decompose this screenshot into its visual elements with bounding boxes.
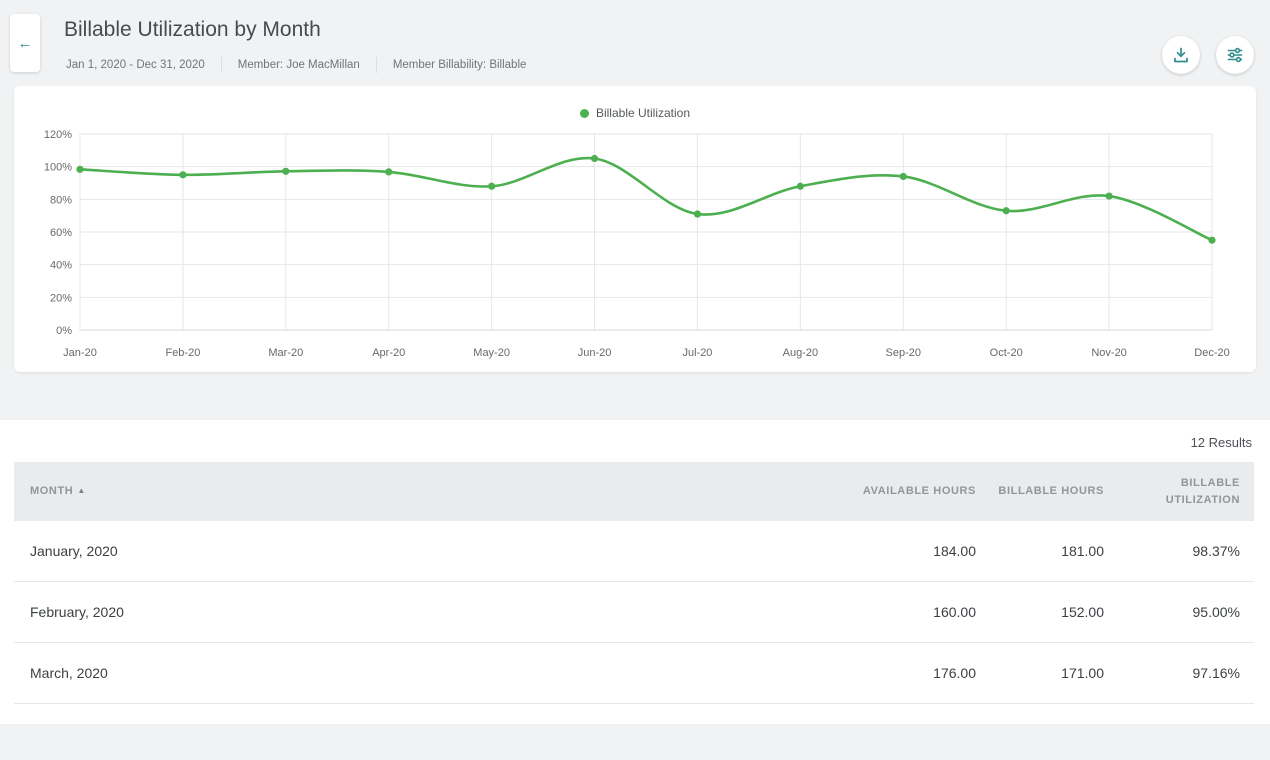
back-arrow-icon: ← bbox=[17, 34, 33, 52]
svg-text:Sep-20: Sep-20 bbox=[886, 347, 921, 359]
utilization-line-chart: 0% 20% 40% 60% 80% 100% 120% Jan-20 Feb-20 Mar-20… bbox=[44, 129, 1230, 359]
svg-text:Jul-20: Jul-20 bbox=[682, 347, 712, 359]
sort-asc-icon: ▲ bbox=[77, 486, 86, 496]
billable-hours-cell: 171.00 bbox=[976, 642, 1104, 704]
column-header-month[interactable]: Month ▲ bbox=[14, 462, 806, 521]
filter-bar: Jan 1, 2020 - Dec 31, 2020 Member: Joe M… bbox=[64, 57, 542, 73]
filter-member: Member: Joe MacMillan bbox=[222, 57, 377, 73]
svg-text:Apr-20: Apr-20 bbox=[372, 347, 405, 359]
results-table: Month ▲ Available Hours Billable Hours Bi… bbox=[14, 462, 1254, 704]
svg-text:Aug-20: Aug-20 bbox=[783, 347, 818, 359]
svg-text:40%: 40% bbox=[50, 260, 72, 272]
table-row: January, 2020 184.00 181.00 98.37% bbox=[14, 521, 1254, 582]
top-bar: ← Billable Utilization by Month Jan 1, 2… bbox=[0, 0, 1270, 74]
available-hours-cell: 184.00 bbox=[806, 521, 976, 582]
svg-text:Oct-20: Oct-20 bbox=[990, 347, 1023, 359]
filter-date-range: Jan 1, 2020 - Dec 31, 2020 bbox=[64, 57, 222, 73]
table-row: February, 2020 160.00 152.00 95.00% bbox=[14, 581, 1254, 643]
results-count: 12 Results bbox=[1190, 435, 1252, 450]
results-section: 12 Results Month ▲ Available Hours Billab… bbox=[0, 420, 1270, 724]
svg-text:120%: 120% bbox=[44, 129, 72, 141]
svg-text:Dec-20: Dec-20 bbox=[1194, 347, 1229, 359]
legend-dot-icon bbox=[579, 108, 589, 118]
svg-text:Jan-20: Jan-20 bbox=[63, 347, 97, 359]
legend-label: Billable Utilization bbox=[595, 106, 691, 120]
column-header-available-hours[interactable]: Available Hours bbox=[806, 462, 976, 521]
filter-billability: Member Billability: Billable bbox=[392, 59, 527, 71]
billable-hours-cell: 152.00 bbox=[976, 581, 1104, 643]
table-header-row: Month ▲ Available Hours Billable Hours Bi… bbox=[14, 462, 1254, 521]
billable-hours-cell: 181.00 bbox=[976, 521, 1104, 582]
utilization-cell: 98.37% bbox=[1104, 521, 1254, 582]
chart-legend: Billable Utilization bbox=[28, 106, 1242, 120]
month-cell: January, 2020 bbox=[14, 521, 806, 582]
svg-text:Nov-20: Nov-20 bbox=[1091, 347, 1126, 359]
svg-text:0%: 0% bbox=[56, 325, 72, 337]
svg-text:20%: 20% bbox=[50, 292, 72, 304]
column-header-billable-hours[interactable]: Billable Hours bbox=[976, 462, 1104, 521]
back-button[interactable]: ← bbox=[10, 14, 40, 72]
available-hours-cell: 160.00 bbox=[806, 581, 976, 643]
svg-text:Mar-20: Mar-20 bbox=[268, 347, 303, 359]
svg-text:Jun-20: Jun-20 bbox=[578, 347, 612, 359]
month-cell: March, 2020 bbox=[14, 642, 806, 704]
svg-text:60%: 60% bbox=[50, 227, 72, 239]
page-title: Billable Utilization by Month bbox=[64, 18, 321, 41]
results-table-body: January, 2020 184.00 181.00 98.37% February,… bbox=[14, 521, 1254, 704]
filter-settings-button[interactable] bbox=[1216, 36, 1254, 74]
table-row: March, 2020 176.00 171.00 97.16% bbox=[14, 642, 1254, 704]
chart-card: Billable Utilization 0% 20% 40% 60% 80% 100% 1… bbox=[14, 86, 1256, 372]
utilization-cell: 95.00% bbox=[1104, 581, 1254, 643]
download-icon bbox=[1174, 47, 1188, 63]
available-hours-cell: 176.00 bbox=[806, 642, 976, 704]
column-header-billable-utilization[interactable]: Billable Utilization bbox=[1104, 462, 1254, 521]
svg-text:Feb-20: Feb-20 bbox=[165, 347, 200, 359]
utilization-cell: 97.16% bbox=[1104, 642, 1254, 704]
sliders-icon bbox=[1227, 47, 1243, 63]
svg-text:100%: 100% bbox=[44, 162, 72, 174]
download-button[interactable] bbox=[1162, 36, 1200, 74]
month-cell: February, 2020 bbox=[14, 581, 806, 643]
svg-text:80%: 80% bbox=[50, 194, 72, 206]
svg-text:May-20: May-20 bbox=[473, 347, 510, 359]
